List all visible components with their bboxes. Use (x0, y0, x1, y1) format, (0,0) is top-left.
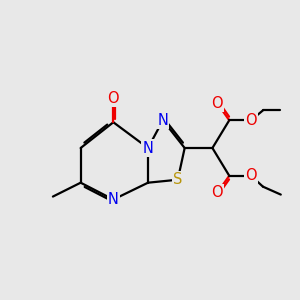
Text: N: N (142, 140, 154, 155)
Text: O: O (212, 96, 223, 111)
Text: O: O (212, 185, 223, 200)
Text: O: O (107, 91, 119, 106)
Text: S: S (173, 172, 182, 187)
Text: O: O (245, 113, 257, 128)
Text: O: O (245, 168, 257, 183)
Text: N: N (158, 113, 168, 128)
Text: N: N (108, 192, 119, 207)
